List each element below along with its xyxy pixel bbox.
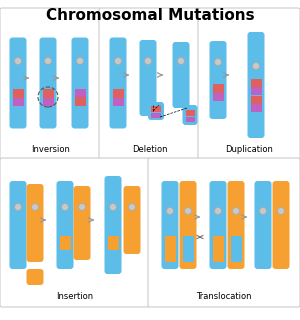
Bar	[212, 93, 224, 101]
Circle shape	[79, 204, 86, 211]
Circle shape	[260, 207, 266, 214]
Circle shape	[110, 204, 116, 211]
Bar	[250, 79, 262, 87]
Text: Insertion: Insertion	[56, 292, 94, 301]
FancyBboxPatch shape	[26, 269, 44, 285]
Text: Translocation: Translocation	[196, 292, 252, 301]
FancyBboxPatch shape	[248, 32, 265, 138]
Bar	[182, 236, 194, 262]
Bar	[250, 104, 262, 112]
Circle shape	[232, 207, 239, 214]
Circle shape	[14, 204, 22, 211]
Bar	[185, 110, 194, 116]
FancyBboxPatch shape	[272, 181, 290, 269]
Circle shape	[184, 207, 191, 214]
Bar	[275, 236, 286, 262]
Circle shape	[214, 59, 221, 66]
FancyBboxPatch shape	[161, 181, 178, 269]
Bar	[112, 98, 124, 106]
Bar	[13, 89, 23, 98]
Circle shape	[128, 204, 136, 211]
Circle shape	[214, 207, 221, 214]
FancyBboxPatch shape	[56, 181, 74, 269]
Bar	[230, 236, 242, 262]
Bar	[212, 236, 224, 262]
Circle shape	[32, 204, 38, 211]
FancyBboxPatch shape	[40, 37, 56, 129]
FancyBboxPatch shape	[254, 181, 272, 269]
Circle shape	[278, 207, 284, 214]
Bar	[74, 97, 86, 106]
FancyBboxPatch shape	[198, 8, 300, 160]
Bar	[212, 84, 224, 92]
Bar	[250, 87, 262, 95]
Circle shape	[61, 204, 68, 211]
Bar	[185, 116, 194, 122]
Bar	[43, 98, 53, 106]
Bar	[13, 98, 23, 106]
Circle shape	[76, 58, 83, 65]
Bar	[74, 89, 86, 97]
Bar	[59, 236, 70, 250]
FancyBboxPatch shape	[10, 181, 26, 269]
FancyBboxPatch shape	[0, 158, 150, 307]
Bar	[151, 106, 161, 112]
FancyBboxPatch shape	[99, 8, 200, 160]
Text: Chromosomal Mutations: Chromosomal Mutations	[46, 8, 254, 23]
Text: Deletion: Deletion	[132, 145, 167, 154]
FancyBboxPatch shape	[172, 42, 190, 108]
Bar	[112, 89, 124, 98]
Circle shape	[167, 207, 173, 214]
Circle shape	[44, 58, 52, 65]
Bar	[107, 236, 118, 250]
FancyBboxPatch shape	[179, 181, 197, 269]
FancyBboxPatch shape	[209, 181, 226, 269]
Circle shape	[145, 58, 152, 65]
Circle shape	[14, 58, 22, 65]
FancyBboxPatch shape	[182, 105, 197, 125]
FancyBboxPatch shape	[148, 158, 300, 307]
Circle shape	[115, 58, 122, 65]
FancyBboxPatch shape	[148, 102, 164, 120]
FancyBboxPatch shape	[209, 41, 226, 119]
Circle shape	[178, 58, 184, 65]
FancyBboxPatch shape	[140, 40, 157, 116]
Bar	[250, 96, 262, 104]
FancyBboxPatch shape	[74, 186, 91, 260]
Bar	[257, 236, 268, 262]
Bar	[164, 236, 175, 262]
FancyBboxPatch shape	[26, 184, 44, 262]
FancyBboxPatch shape	[104, 176, 122, 274]
FancyBboxPatch shape	[0, 8, 101, 160]
Text: Inversion: Inversion	[31, 145, 70, 154]
FancyBboxPatch shape	[71, 37, 88, 129]
Bar	[151, 113, 161, 117]
Text: Duplication: Duplication	[225, 145, 273, 154]
Bar	[43, 89, 53, 98]
FancyBboxPatch shape	[10, 37, 26, 129]
FancyBboxPatch shape	[227, 181, 244, 269]
FancyBboxPatch shape	[110, 37, 127, 129]
Circle shape	[253, 62, 260, 69]
FancyBboxPatch shape	[124, 186, 140, 254]
